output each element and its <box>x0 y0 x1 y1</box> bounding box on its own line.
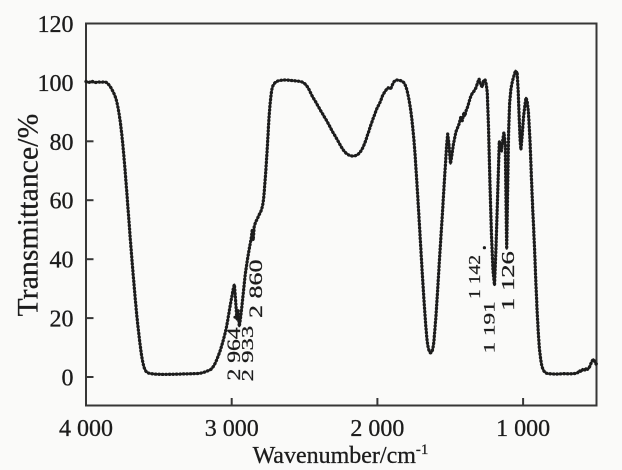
svg-text:Wavenumber/cm-1: Wavenumber/cm-1 <box>253 442 429 469</box>
svg-text:120: 120 <box>38 12 74 38</box>
svg-text:100: 100 <box>38 71 74 97</box>
svg-text:60: 60 <box>50 189 74 215</box>
svg-text:Transmittance/%: Transmittance/% <box>13 114 45 317</box>
svg-text:1 000: 1 000 <box>496 416 550 442</box>
svg-text:1 126: 1 126 <box>498 251 518 311</box>
svg-text:0: 0 <box>62 366 74 392</box>
svg-text:2 000: 2 000 <box>350 416 404 442</box>
svg-text:2 964: 2 964 <box>223 327 245 380</box>
svg-text:20: 20 <box>50 307 74 333</box>
svg-text:4 000: 4 000 <box>59 416 113 442</box>
svg-text:1 142: 1 142 <box>465 255 483 299</box>
svg-text:2 933: 2 933 <box>238 326 257 382</box>
svg-text:3 000: 3 000 <box>205 416 259 442</box>
svg-text:40: 40 <box>50 248 74 274</box>
svg-text:80: 80 <box>50 130 74 156</box>
svg-text:2 860: 2 860 <box>245 260 266 318</box>
svg-text:1 191: 1 191 <box>481 301 499 353</box>
